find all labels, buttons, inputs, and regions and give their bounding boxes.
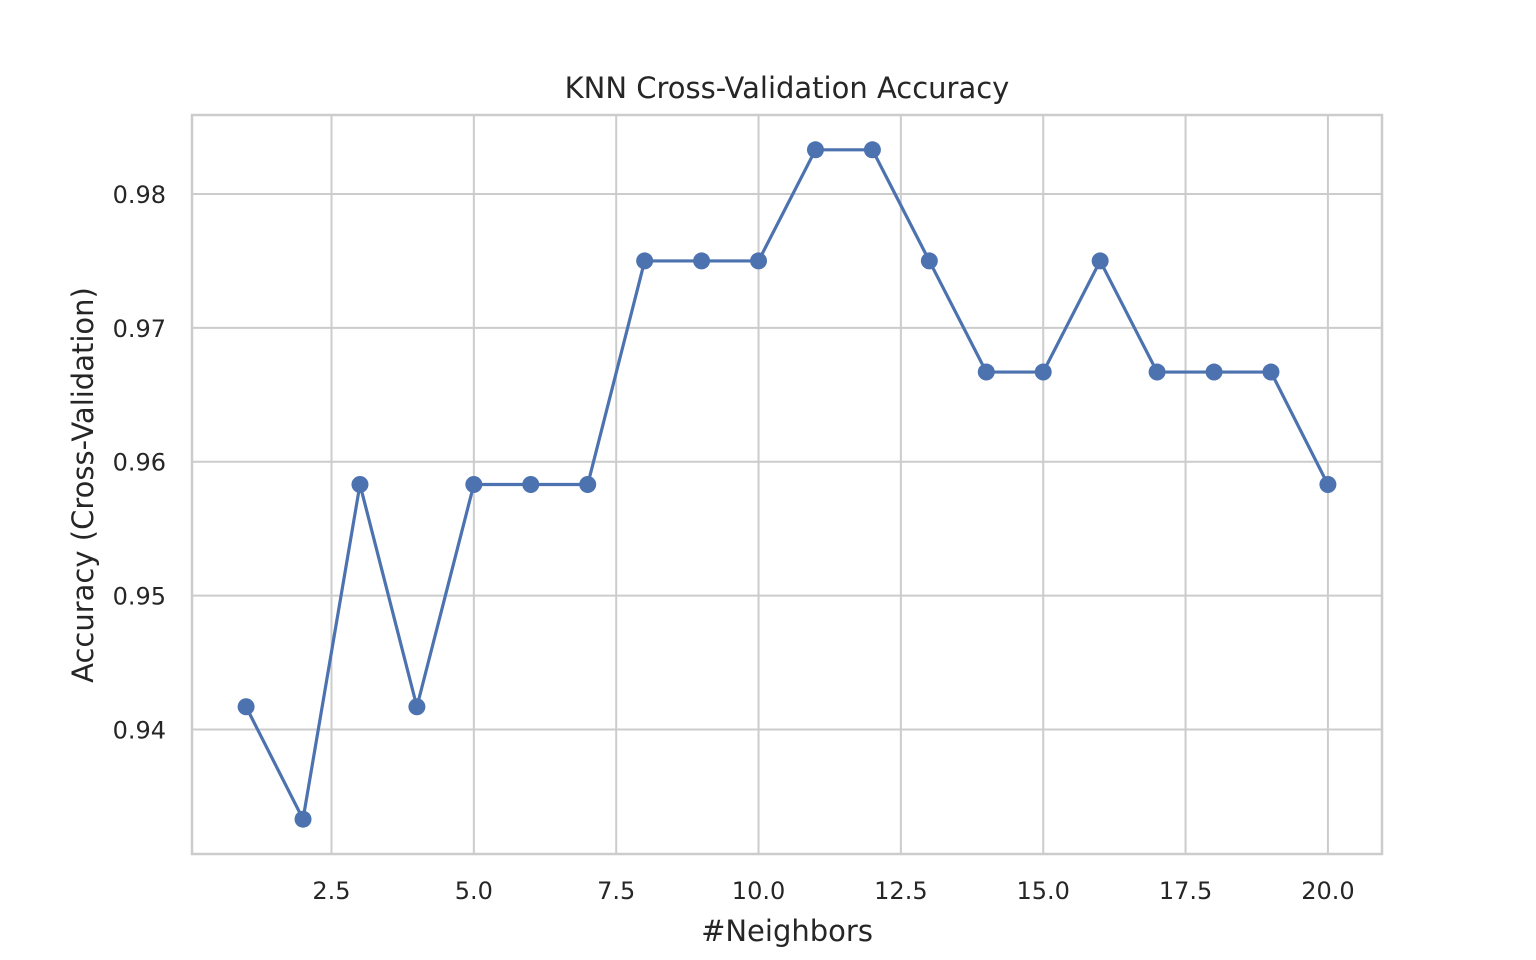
data-point: [1034, 363, 1052, 381]
y-axis-label: Accuracy (Cross-Validation): [66, 287, 100, 683]
y-tick-label: 0.96: [113, 449, 166, 477]
x-tick-label: 17.5: [1159, 877, 1212, 905]
data-point: [636, 252, 654, 270]
x-tick-label: 7.5: [597, 877, 635, 905]
data-point: [465, 476, 483, 493]
y-tick-label: 0.98: [113, 181, 166, 209]
x-tick-labels: 2.5 5.0 7.5 10.0 12.5 15.0 17.5 20.0: [312, 877, 1354, 905]
chart-title: KNN Cross-Validation Accuracy: [565, 71, 1010, 105]
data-point: [351, 476, 369, 493]
x-tick-label: 20.0: [1301, 877, 1354, 905]
x-tick-label: 2.5: [312, 877, 350, 905]
y-grid-lines: [192, 192, 1382, 731]
x-grid-lines: [330, 115, 1329, 854]
y-tick-label: 0.95: [113, 583, 166, 611]
data-point: [237, 698, 255, 716]
data-point: [1148, 363, 1166, 381]
y-tick-label: 0.94: [113, 716, 166, 744]
series-layer: [237, 141, 1337, 828]
data-point: [863, 141, 881, 159]
data-point: [408, 698, 426, 716]
plot-frame: [190, 113, 1384, 856]
data-point: [1319, 476, 1337, 493]
x-tick-label: 12.5: [874, 877, 927, 905]
y-tick-label: 0.97: [113, 315, 166, 343]
data-point: [750, 252, 768, 270]
x-axis-label: #Neighbors: [701, 914, 873, 948]
x-tick-label: 15.0: [1017, 877, 1070, 905]
data-point: [1262, 363, 1280, 381]
data-point: [920, 252, 938, 270]
x-tick-label: 5.0: [455, 877, 493, 905]
y-tick-labels: 0.94 0.95 0.96 0.97 0.98: [113, 181, 166, 745]
data-point: [806, 141, 824, 159]
data-point: [294, 810, 312, 828]
data-point: [1091, 252, 1109, 270]
x-tick-label: 10.0: [732, 877, 785, 905]
series-line: [244, 148, 1330, 821]
data-point: [522, 476, 540, 493]
data-point: [1205, 363, 1223, 381]
data-point: [977, 363, 995, 381]
data-point: [579, 476, 597, 493]
data-point: [693, 252, 711, 270]
